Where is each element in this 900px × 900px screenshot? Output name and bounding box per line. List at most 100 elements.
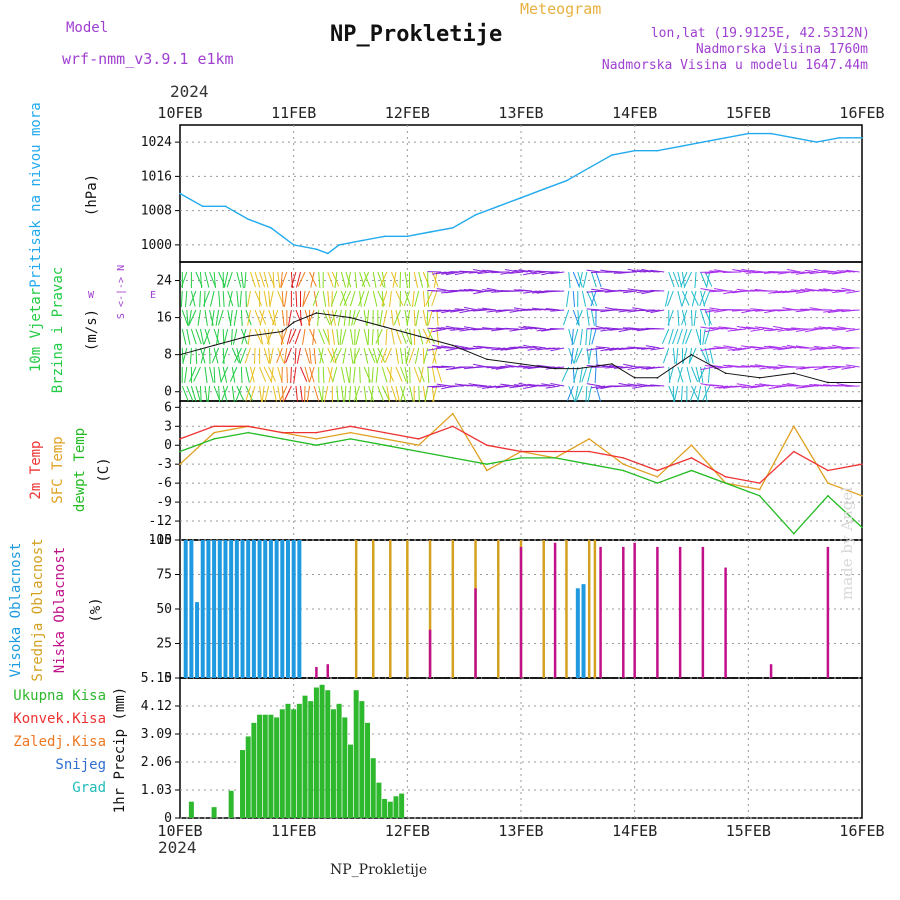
wind-arrow (236, 290, 239, 307)
precip-bar (296, 703, 302, 818)
wind-arrow (236, 271, 242, 288)
wind-arrow (190, 347, 192, 365)
wind-arrow (463, 384, 478, 387)
sfc-temp-line-point (656, 476, 659, 478)
y-tick-label: 0 (164, 385, 172, 400)
temp2m-line-point (656, 469, 659, 472)
wind-arrow (236, 385, 245, 401)
wind-arrow (550, 290, 565, 293)
wind-arrow (259, 309, 265, 326)
wind-arrow (302, 290, 311, 306)
wind-arrow (495, 366, 510, 370)
y-tick-label: 100 (149, 533, 172, 548)
wind-arrow (269, 347, 274, 364)
precip-bar (257, 714, 263, 818)
wind-arrow (236, 347, 241, 364)
wind-arrow (188, 309, 197, 325)
wind-arrow (813, 327, 828, 330)
wind-arrow (318, 385, 323, 402)
wind-arrow (266, 328, 274, 344)
wind-arrow (454, 345, 469, 349)
wind-arrow (672, 271, 680, 288)
wind-arrow (702, 385, 711, 401)
temp2m-line-point (793, 450, 795, 453)
chart-title: NP_Prokletije (330, 22, 503, 47)
wind-arrow (422, 271, 430, 287)
temp2m-line-point (486, 444, 488, 447)
wind-arrow (486, 287, 501, 292)
wind-arrow (623, 363, 638, 368)
wind-arrow (181, 309, 189, 326)
pressure-line-point (179, 192, 181, 195)
pressure-line-point (656, 149, 659, 152)
wind-compass-w: W (88, 290, 95, 301)
wind-arrow (518, 289, 533, 292)
wind-speed-line-point (179, 353, 181, 356)
wind-arrow (331, 328, 335, 345)
precip-bar (393, 796, 399, 818)
wind-arrow (566, 290, 570, 307)
sfc-temp-line-point (758, 488, 761, 491)
wind-arrow (264, 385, 270, 402)
wind-arrow (432, 385, 447, 388)
wind-arrow (845, 309, 860, 312)
wind-arrow (700, 366, 715, 371)
wind-arrow (268, 347, 271, 365)
wind-arrow (570, 347, 574, 364)
wind-arrow (682, 347, 688, 364)
cloud-bar-mid (371, 540, 375, 678)
y-tick-label: 6 (164, 400, 172, 415)
wind-arrow (532, 290, 547, 294)
wind-arrow (404, 271, 408, 288)
wind-arrow (249, 366, 256, 383)
wind-arrow (240, 309, 243, 327)
wind-arrow (216, 328, 220, 345)
wind-arrow (281, 290, 284, 308)
wind-arrow (700, 309, 706, 326)
wind-arrow (351, 309, 356, 326)
pressure-line-point (815, 141, 818, 143)
wind-arrow (270, 366, 274, 383)
cloud-bar-low (769, 664, 773, 678)
cloud-bar-mid (593, 540, 597, 678)
pressure-line-point (326, 252, 329, 255)
wind-arrow (322, 366, 325, 384)
wind-arrow (609, 270, 624, 273)
wind-arrow (380, 347, 388, 364)
precip-bar (330, 709, 336, 818)
dewpt-line-point (383, 444, 386, 447)
temp2m-line-point (179, 438, 181, 440)
wind-arrow (482, 307, 497, 311)
wind-arrow (623, 290, 638, 294)
wind-arrow (300, 366, 308, 382)
wind-arrow (295, 290, 298, 308)
wind-arrow (568, 271, 571, 288)
wind-arrow (686, 366, 692, 383)
wind-arrow (322, 385, 324, 403)
wind-arrow (199, 385, 202, 403)
wind-arrow (590, 290, 598, 307)
wind-arrow (673, 385, 679, 402)
wind-arrow (532, 326, 547, 330)
wind-arrow (672, 385, 675, 403)
wind-arrow (595, 347, 598, 365)
wind-arrow (381, 290, 388, 307)
wind-arrow (591, 327, 606, 330)
y-tick-label: 8 (164, 348, 172, 363)
cloud-bar-mid (451, 540, 455, 678)
wind-arrow (477, 385, 492, 388)
model-elevation-label: Nadmorska Visina u modelu 1647.44m (601, 58, 868, 73)
wind-arrow (800, 271, 815, 275)
wind-arrow (342, 347, 347, 364)
wind-arrow (822, 347, 838, 350)
wind-arrow (814, 268, 828, 273)
x-tick-label-top: 10FEB (157, 104, 202, 122)
wind-arrow (550, 271, 565, 275)
wind-arrow (375, 366, 379, 383)
wind-arrow (604, 347, 619, 351)
cloud-bar-low (826, 546, 830, 678)
wind-arrow (368, 385, 375, 402)
pressure-line-point (315, 248, 318, 250)
precip-bar (245, 736, 251, 818)
wind-arrow (190, 328, 197, 345)
